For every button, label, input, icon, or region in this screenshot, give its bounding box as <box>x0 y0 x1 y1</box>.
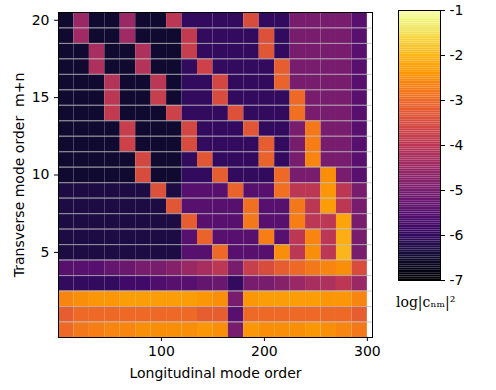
svg-text:300: 300 <box>354 343 381 359</box>
svg-text:-2: -2 <box>450 47 464 63</box>
svg-text:-7: -7 <box>450 272 464 288</box>
html-text:log|cₙₘ|²: log|cₙₘ|² <box>396 294 456 310</box>
svg-text:-4: -4 <box>450 137 464 153</box>
svg-text:20: 20 <box>32 12 50 28</box>
svg-text:Longitudinal mode order: Longitudinal mode order <box>129 365 301 381</box>
svg-text:-1: -1 <box>450 2 464 18</box>
svg-text:-5: -5 <box>450 182 464 198</box>
svg-text:200: 200 <box>251 343 278 359</box>
svg-text:100: 100 <box>148 343 175 359</box>
svg-text:10: 10 <box>32 166 50 182</box>
svg-text:-6: -6 <box>450 227 464 243</box>
svg-text:15: 15 <box>32 89 50 105</box>
svg-text:5: 5 <box>41 244 50 260</box>
svg-text:Transverse mode order m+n: Transverse mode order m+n <box>11 73 27 279</box>
svg-text:-3: -3 <box>450 92 464 108</box>
